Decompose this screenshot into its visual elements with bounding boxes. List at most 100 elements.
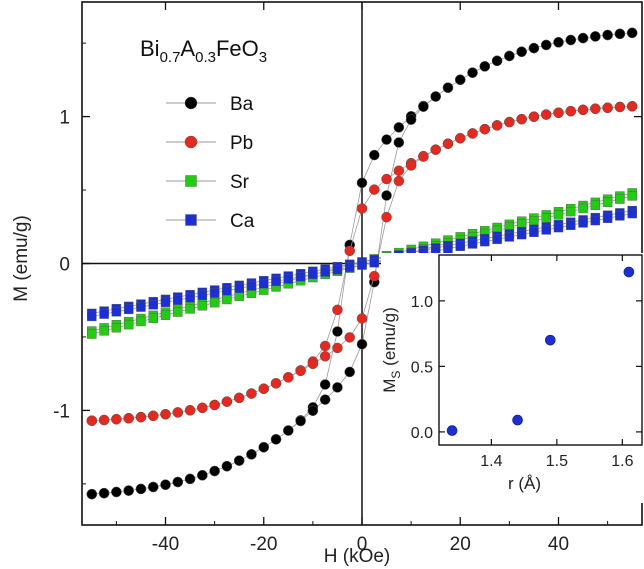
data-point [443,244,452,253]
data-point [99,488,109,498]
data-point [566,35,576,45]
data-point [111,487,121,497]
data-point [505,232,514,241]
inset-data-point [545,335,555,345]
inset-y-tick-label: 0.0 [411,425,433,442]
data-point [210,289,219,298]
data-point [492,120,502,130]
data-point [332,382,342,392]
data-point [148,482,158,492]
data-point [173,407,183,417]
data-point [124,305,133,314]
data-point [603,30,613,40]
legend-marker [186,176,197,187]
legend-label: Sr [230,172,250,193]
y-tick-label: 0 [59,255,70,276]
legend-label: Ba [230,94,254,115]
data-point [149,314,158,323]
data-point [161,409,171,419]
data-point [517,230,526,239]
data-point [357,339,367,349]
legend-label: Pb [230,133,253,154]
data-point [161,298,170,307]
data-point [124,486,134,496]
inset-data-point [624,267,634,277]
data-point [246,449,256,459]
data-point [382,190,392,200]
x-tick-label: -40 [152,534,179,555]
title-subscript: 0.7 [160,49,181,66]
data-point [271,434,281,444]
data-point [455,75,465,85]
data-point [124,413,134,423]
data-point [308,359,318,369]
data-point [369,150,379,160]
data-point [100,310,109,319]
data-point [198,301,207,310]
legend-marker [185,97,197,109]
data-point [542,213,551,222]
data-point [358,260,367,269]
data-point [517,47,527,57]
data-point [247,282,256,291]
data-point [468,128,478,138]
data-point [578,33,588,43]
data-point [320,341,330,351]
data-point [566,106,576,116]
data-point [443,83,453,93]
x-axis-title: H (kOe) [324,546,391,567]
data-point [615,195,624,204]
data-point [394,176,404,186]
data-point [186,304,195,313]
data-point [431,92,441,102]
data-point [271,378,281,388]
data-point [443,139,453,149]
legend-marker [186,215,197,226]
data-point [246,389,256,399]
x-tick-label: -20 [250,534,277,555]
data-point [296,416,306,426]
inset-plot: 1.4 1.5 1.6 0.0 0.5 1.0 r (Å) MS (emu/g) [380,253,644,503]
legend-item-ca: Ca [166,211,255,232]
data-point [493,235,502,244]
data-point [284,274,293,283]
data-point [87,416,97,426]
data-point [332,305,342,315]
inset-x-axis-title: r (Å) [508,474,541,493]
legend-item-pb: Pb [166,133,253,154]
data-point [161,480,171,490]
inset-x-tick-label: 1.4 [480,453,502,470]
data-point [87,330,96,339]
data-point [186,293,195,302]
data-point [480,61,490,71]
data-point [185,405,195,415]
data-point [566,221,575,230]
data-point [210,466,220,476]
data-point [553,108,563,118]
title-part: FeO [216,36,259,61]
data-point [406,160,416,170]
data-point [259,279,268,288]
data-point [283,426,293,436]
data-point [197,403,207,413]
legend-item-ba: Ba [166,94,254,115]
data-point [222,286,231,295]
data-point [124,320,133,329]
title-subscript: 0.3 [195,49,216,66]
data-point [504,117,514,127]
data-point [517,114,527,124]
data-point [480,237,489,246]
y-axis-title: M (emu/g) [11,215,32,302]
data-point [235,284,244,293]
data-point [136,484,146,494]
title-subscript: 3 [259,49,267,66]
data-point [259,384,269,394]
data-point [394,137,404,147]
data-point [87,489,97,499]
data-point [320,395,330,405]
data-point [603,103,613,113]
data-point [173,296,182,305]
data-point [296,272,305,281]
data-point [542,225,551,234]
data-point [504,51,514,61]
